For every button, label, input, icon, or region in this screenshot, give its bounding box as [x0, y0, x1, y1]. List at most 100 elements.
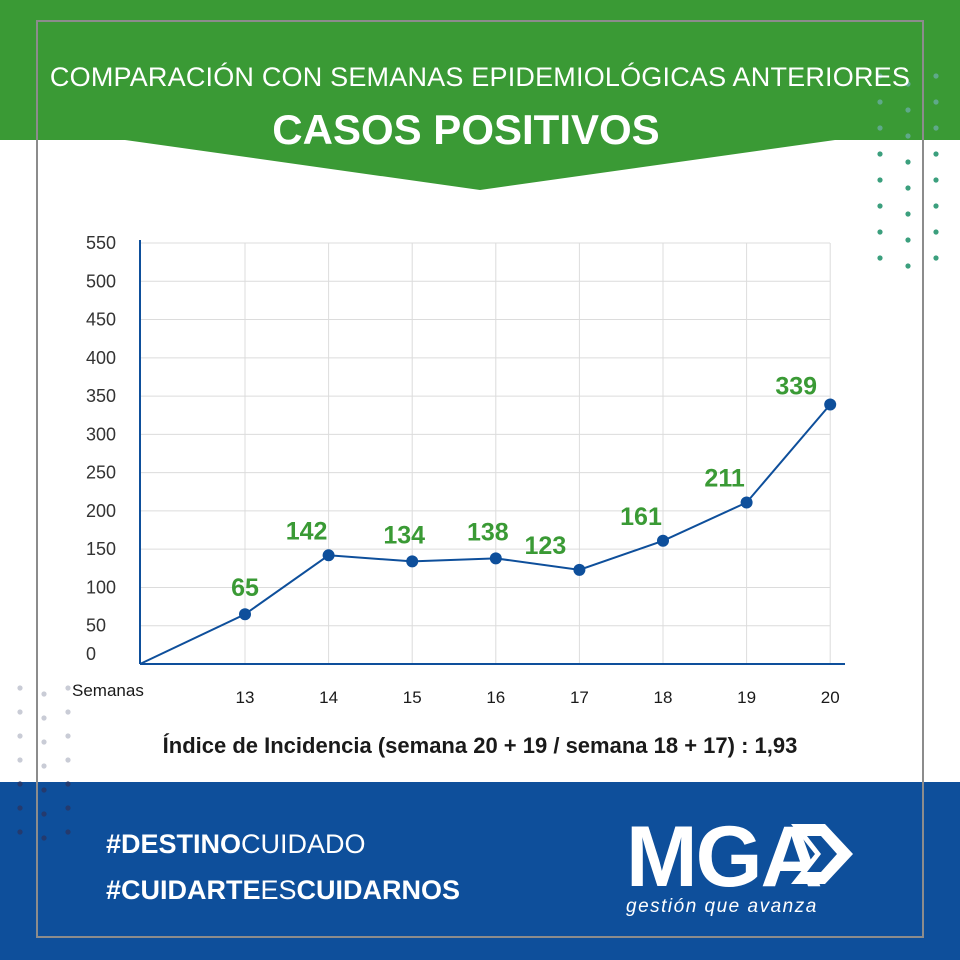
decorative-dot — [877, 255, 883, 261]
mga-logo: MGA gestión que avanza — [620, 812, 870, 922]
decorative-dot — [877, 203, 883, 209]
data-label: 142 — [286, 517, 328, 545]
decorative-dot — [905, 159, 911, 165]
decorative-dot — [877, 177, 883, 183]
page-title: CASOS POSITIVOS — [272, 106, 660, 153]
decorative-dot — [65, 757, 71, 763]
decorative-dot — [65, 781, 71, 787]
data-label: 123 — [525, 532, 567, 560]
decorative-dot — [877, 125, 883, 131]
hashtag-1-bold: #DESTINO — [106, 829, 242, 859]
header-subtitle: COMPARACIÓN CON SEMANAS EPIDEMIOLÓGICAS … — [49, 62, 911, 92]
logo-wordmark: MGA — [626, 809, 823, 905]
decorative-dot — [933, 255, 939, 261]
decorative-dot — [17, 829, 23, 835]
header-banner — [0, 0, 960, 190]
hashtag-2-bold-end: CUIDARNOS — [296, 875, 461, 905]
y-tick-label: 200 — [86, 501, 116, 521]
x-tick-label: 20 — [821, 688, 840, 707]
decorative-dot — [905, 211, 911, 217]
y-tick-label: 550 — [86, 233, 116, 253]
data-point — [824, 398, 837, 411]
decorative-dot — [905, 237, 911, 243]
decorative-dot — [65, 733, 71, 739]
decorative-dot — [65, 685, 71, 691]
decorative-dot — [933, 203, 939, 209]
data-label: 161 — [620, 503, 662, 531]
y-tick-labels: 0 50 100 150 200 250 300 350 400 450 500 550 — [86, 233, 116, 664]
decorative-dot — [41, 763, 47, 769]
footer-band — [0, 782, 960, 960]
hashtag-1-light: CUIDADO — [241, 829, 366, 859]
series-line — [139, 398, 837, 665]
decorative-dot — [905, 81, 911, 87]
decorative-dot — [41, 835, 47, 841]
x-tick-label: 19 — [737, 688, 756, 707]
decorative-dot — [17, 805, 23, 811]
hashtag-cuidarte-es-cuidarnos: #CUIDARTEESCUIDARNOS — [106, 875, 460, 906]
decorative-dot — [41, 691, 47, 697]
arrow-logo-icon — [791, 824, 853, 884]
chart-grid — [140, 242, 831, 664]
data-labels: 65 142 134 138 123 161 211 339 — [231, 373, 817, 603]
x-tick-label: 18 — [654, 688, 673, 707]
data-point — [657, 534, 669, 547]
decorative-dot — [933, 73, 939, 79]
chart-axes — [139, 240, 845, 665]
y-tick-label: 0 — [86, 644, 96, 664]
x-tick-label: 17 — [570, 688, 589, 707]
x-tick-label: 15 — [403, 688, 422, 707]
y-tick-label: 50 — [86, 616, 106, 636]
decorative-dot — [41, 811, 47, 817]
decorative-dot — [905, 185, 911, 191]
y-tick-label: 250 — [86, 463, 116, 483]
decorative-dot — [933, 229, 939, 235]
y-tick-label: 100 — [86, 577, 116, 597]
data-point — [239, 608, 251, 621]
x-tick-label: 16 — [486, 688, 505, 707]
data-point — [573, 563, 586, 576]
decorative-dot — [933, 99, 939, 105]
decorative-dot — [41, 787, 47, 793]
y-tick-label: 350 — [86, 386, 116, 406]
decorative-dot — [65, 829, 71, 835]
decorative-dot — [17, 685, 23, 691]
x-axis-label: Semanas — [72, 681, 144, 700]
decorative-dot — [933, 177, 939, 183]
decorative-dot — [65, 805, 71, 811]
decorative-dot — [905, 133, 911, 139]
data-point — [740, 496, 753, 509]
incidence-index-text: Índice de Incidencia (semana 20 + 19 / s… — [162, 733, 798, 758]
data-point — [489, 552, 502, 565]
y-tick-label: 300 — [86, 424, 116, 444]
data-label: 211 — [704, 464, 744, 492]
decorative-dots-bottom-left — [17, 685, 71, 841]
decorative-dot — [17, 781, 23, 787]
data-point — [406, 555, 419, 568]
x-tick-label: 13 — [236, 688, 255, 707]
decorative-dot — [877, 151, 883, 157]
decorative-dot — [65, 709, 71, 715]
decorative-dot — [905, 263, 911, 269]
x-tick-labels: 13 14 15 16 17 18 19 20 — [236, 688, 840, 707]
decorative-dot — [933, 125, 939, 131]
decorative-dots-top-right — [877, 73, 939, 269]
decorative-dot — [905, 107, 911, 113]
decorative-dot — [41, 739, 47, 745]
decorative-dot — [877, 99, 883, 105]
hashtag-destino-cuidado: #DESTINOCUIDADO — [106, 829, 366, 860]
decorative-dot — [17, 733, 23, 739]
decorative-dot — [17, 757, 23, 763]
hashtag-2-light: ES — [260, 875, 297, 905]
y-tick-label: 400 — [86, 348, 116, 368]
decorative-dot — [877, 229, 883, 235]
decorative-dot — [933, 151, 939, 157]
x-tick-label: 14 — [319, 688, 338, 707]
y-tick-label: 150 — [86, 539, 116, 559]
decorative-dot — [877, 73, 883, 79]
decorative-dot — [41, 715, 47, 721]
data-label: 134 — [383, 521, 425, 549]
logo-tagline: gestión que avanza — [626, 896, 818, 917]
y-tick-label: 450 — [86, 310, 116, 330]
